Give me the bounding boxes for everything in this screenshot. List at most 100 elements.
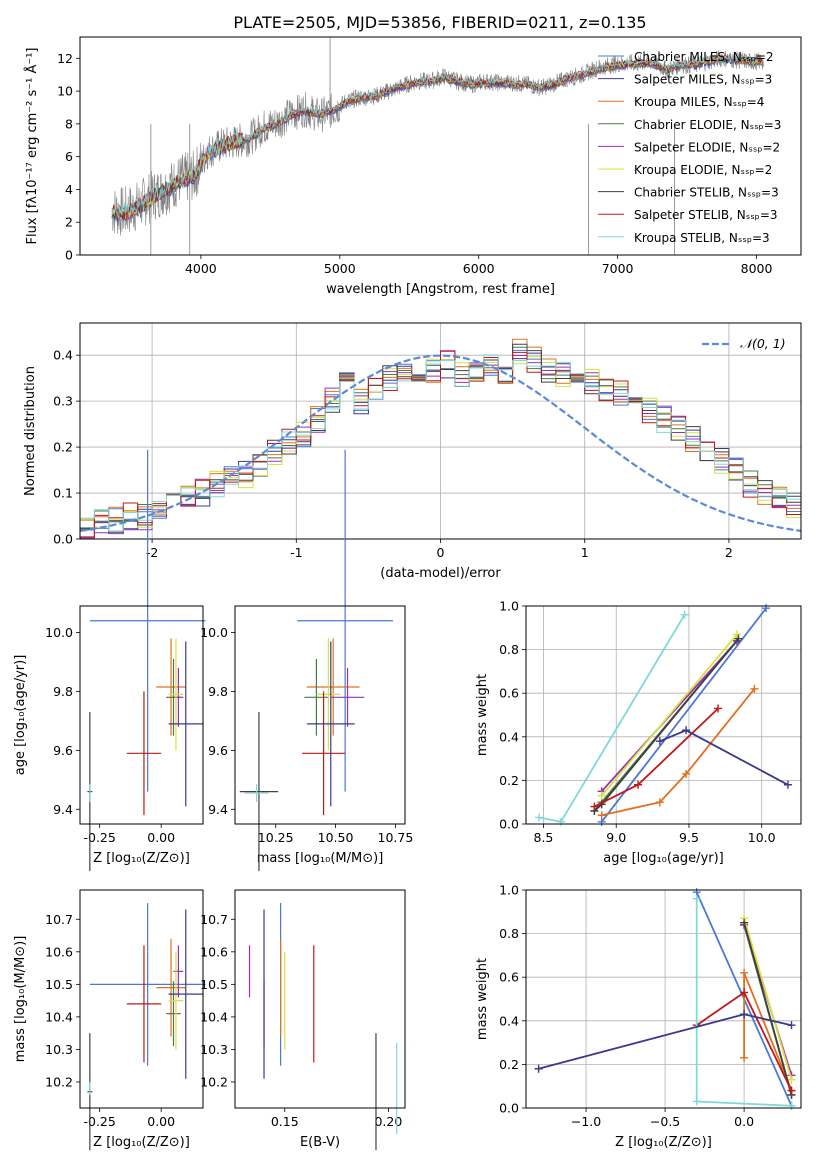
errorbar-point [302,691,346,816]
weight-line [601,633,738,797]
plus-marker [692,1097,701,1106]
x-tick-label: 0.0 [734,1114,754,1129]
y-tick-label: 12 [57,51,73,66]
panel-age-vs-mass: 10.25 10.50 10.75 9.4 9.6 9.8 10.0 mass [log₁₀(… [200,449,413,872]
x-tick-label: 5000 [324,261,356,276]
plus-marker [787,1075,796,1084]
y-tick-label: 0.4 [499,1013,519,1028]
x-axis-label: Z [log₁₀(Z/Z⊙)] [93,851,190,866]
x-tick-label: 6000 [463,261,495,276]
y-tick-label: 10.4 [200,1009,228,1024]
spectrum-plot [111,37,764,255]
histogram-series-7 [80,350,801,538]
y-tick-label: 0.2 [499,773,519,788]
errorbar-point [126,945,162,1063]
plus-marker [740,988,749,997]
x-tick-label: 1 [581,545,589,560]
errorbar-point [168,638,184,751]
errorbar-point [304,659,329,736]
errorbar-point [156,938,186,1037]
y-tick-label: 6 [65,149,73,164]
plus-marker [783,780,792,789]
y-tick-label: 0.8 [499,926,519,941]
axes-frame [525,605,802,825]
errorbar-point [89,903,206,1066]
y-tick-label: 10.5 [45,977,73,992]
histogram-series-6 [80,343,801,533]
y-tick-label: 0.6 [499,970,519,985]
y-tick-label: 8 [65,116,73,131]
plus-marker [534,1064,543,1073]
histogram-series-2 [80,338,801,522]
plus-marker [692,894,701,903]
axes-frame [79,322,802,540]
legend-label: Salpeter ELODIE, Nₛₛₚ=2 [634,140,780,154]
model-line-8 [111,54,764,219]
y-tick-label: 10.0 [45,625,73,640]
legend-label: Chabrier ELODIE, Nₛₛₚ=3 [634,118,781,132]
errorbar-point [244,784,269,802]
y-tick-label: 0.0 [499,1101,519,1116]
axes-frame [79,36,802,256]
errorbar-point [297,449,394,792]
legend-label: Chabrier STELIB, Nₛₛₚ=3 [634,186,779,200]
plus-marker [740,968,749,977]
plus-marker [740,1053,749,1062]
errorbar-point [126,691,162,816]
x-tick-label: 0.00 [147,1114,175,1129]
errorbar-point [168,641,203,807]
panel-residuals: -2 -1 0 1 2 0.0 0.1 0.2 0.3 0.4 (data-model)/error… [23,322,802,581]
y-tick-label: 0.6 [499,686,519,701]
x-tick-label: 9.0 [606,830,626,845]
y-tick-label: 0.4 [53,348,73,363]
panel-mass-vs-Z: -0.25 0.00 10.2 10.3 10.4 10.5 10.6 10.7 Z [log₁… [13,889,206,1151]
x-tick-label: 0.20 [374,1114,402,1129]
y-axis-label: mass [log₁₀(M/M⊙)] [13,936,28,1063]
x-tick-label: 2 [725,545,733,560]
plus-marker [634,780,643,789]
plus-marker [655,737,664,746]
y-axis-label: Flux [fλ10⁻¹⁷ erg cm⁻² s⁻¹ Å⁻¹] [24,48,40,245]
weight-line [743,972,793,1091]
y-tick-label: 10.7 [45,912,73,927]
y-tick-label: 10.2 [45,1074,73,1089]
axes-frame [79,605,204,825]
plus-marker [750,684,759,693]
x-axis-label: wavelength [Angstrom, rest frame] [326,282,555,297]
errorbar-point [173,667,184,727]
x-tick-label: 4000 [185,261,217,276]
normal-curve [80,354,801,532]
y-tick-label: 10.3 [45,1042,73,1057]
errorbar-point [166,981,181,1047]
y-tick-label: 10.2 [200,1074,228,1089]
axes-frame [79,889,204,1109]
y-tick-label: 1.0 [499,883,519,898]
plus-marker [590,802,599,811]
legend-label: Kroupa STELIB, Nₛₛₚ=3 [634,231,770,245]
axes-frame [525,889,802,1109]
legend-label: Kroupa MILES, Nₛₛₚ=4 [634,95,764,109]
errorbar-point [173,945,184,998]
plus-marker [740,1010,749,1019]
y-axis-label: Normed distribution [23,366,38,496]
plus-marker [682,769,691,778]
histogram-series-4 [80,350,801,539]
figure-title: PLATE=2505, MJD=53856, FIBERID=0211, z=0… [233,13,646,32]
x-tick-label: -0.25 [84,1114,116,1129]
legend-label: Salpeter MILES, Nₛₛₚ=3 [634,73,772,87]
y-tick-label: 10.6 [200,944,228,959]
errorbar-point [306,638,360,736]
weight-line [743,918,793,1080]
y-tick-label: 0.2 [499,1057,519,1072]
x-axis-label: (data-model)/error [380,566,501,581]
panel-weight-vs-Z: −1.0 −0.5 0.0 0.0 0.2 0.4 0.6 0.8 1.0 Z [log₁₀(Z/… [475,883,802,1150]
x-tick-label: -1 [290,545,302,560]
y-tick-label: 0 [65,248,73,263]
histogram-series-1 [80,352,801,539]
weight-line [600,607,767,823]
y-tick-label: 1.0 [499,599,519,614]
y-tick-label: 10.3 [200,1042,228,1057]
weight-line [743,922,793,1096]
panel-weight-vs-age: 8.5 9.0 9.5 10.0 0.0 0.2 0.4 0.6 0.8 1.0 age [log₁… [475,599,802,866]
x-tick-label: −0.5 [650,1114,680,1129]
